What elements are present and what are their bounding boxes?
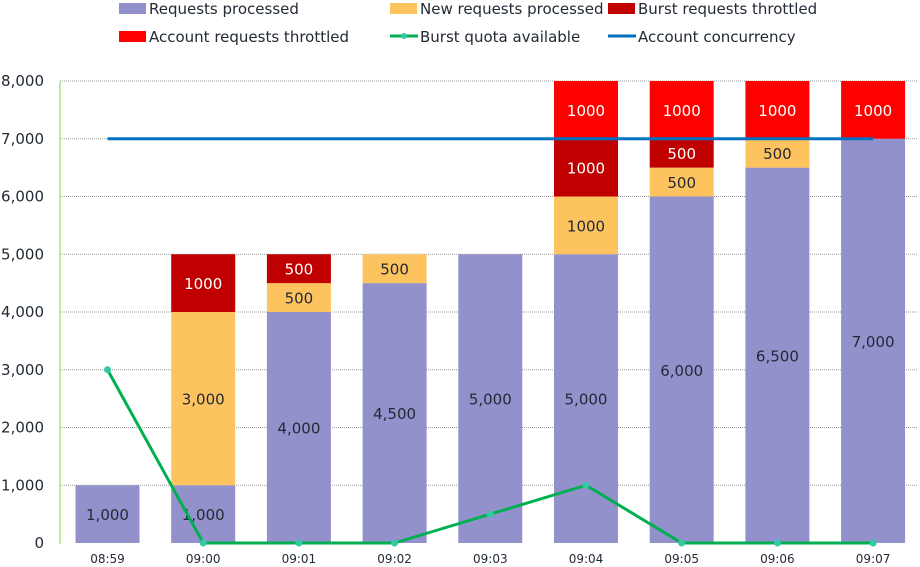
legend-label: Burst requests throttled: [638, 0, 817, 18]
bar-label: 1,000: [86, 506, 129, 524]
bar-label: 1000: [663, 102, 701, 120]
burst-quota-point: [582, 481, 590, 489]
y-axis: 0 1,000 2,000 3,000 4,000 5,000 6,000 7,000 8,00…: [1, 72, 61, 552]
bar-label: 1000: [758, 102, 796, 120]
bar-label: 7,000: [852, 333, 895, 351]
bar-label: 4,000: [277, 420, 320, 438]
legend-label: Burst quota available: [420, 28, 580, 46]
bar-label: 500: [380, 261, 409, 279]
bar-label: 4,500: [373, 405, 416, 423]
bar-label: 5,000: [469, 391, 512, 409]
bar-label: 1000: [184, 275, 222, 293]
bar-segment: [745, 138, 810, 168]
bar-label: 5,000: [565, 391, 608, 409]
legend-swatch: [119, 31, 146, 42]
lines: [104, 137, 877, 547]
bar-label: 1000: [567, 102, 605, 120]
y-tick-label: 4,000: [1, 303, 44, 321]
bar-label: 3,000: [182, 391, 225, 409]
legend-label: New requests processed: [420, 0, 603, 18]
x-tick-label: 09:02: [377, 552, 412, 566]
bar-label: 6,500: [756, 347, 799, 365]
x-tick-label: 09:03: [473, 552, 508, 566]
burst-quota-point: [486, 510, 494, 518]
burst-quota-point: [869, 539, 877, 547]
burst-quota-point: [295, 539, 303, 547]
y-tick-label: 7,000: [1, 130, 44, 148]
burst-quota-point: [391, 539, 399, 547]
x-tick-label: 09:04: [569, 552, 604, 566]
bar-segment: [554, 81, 618, 139]
legend-label: Requests processed: [149, 0, 299, 18]
y-tick-label: 3,000: [1, 361, 44, 379]
legend-swatch: [608, 3, 635, 14]
bar-label: 1000: [567, 217, 605, 235]
burst-quota-point: [199, 539, 207, 547]
x-tick-label: 09:05: [664, 552, 699, 566]
bar-segment: [362, 283, 427, 543]
bar-label: 500: [667, 174, 696, 192]
y-tick-label: 1,000: [1, 476, 44, 494]
bar-segment: [745, 81, 810, 139]
x-tick-label: 09:01: [282, 552, 317, 566]
y-tick-label: 2,000: [1, 419, 44, 437]
legend-label: Account concurrency: [638, 28, 796, 46]
legend-marker: [401, 33, 407, 39]
x-tick-label: 08:59: [90, 552, 125, 566]
bar-segment: [266, 254, 331, 284]
bar-segment: [649, 196, 714, 543]
bars: 1,000 1,000 3,000 1000 4,000 500 500 4,500 500 5,…: [75, 81, 906, 543]
bar-segment: [745, 167, 810, 543]
bar-segment: [649, 81, 714, 139]
y-tick-label: 8,000: [1, 72, 44, 90]
bar-label: 500: [285, 261, 314, 279]
bar-segment: [554, 254, 618, 543]
bar-segment: [75, 485, 140, 543]
bar-label: 500: [285, 290, 314, 308]
bar-segment: [266, 312, 331, 543]
bar-segment: [841, 138, 906, 543]
legend-swatch: [390, 3, 417, 14]
burst-quota-point: [678, 539, 686, 547]
bar-segment: [649, 138, 714, 168]
bar-segment: [171, 254, 236, 312]
x-axis: 08:59 09:00 09:01 09:02 09:03 09:04 09:05 09:06…: [90, 552, 890, 566]
legend-label: Account requests throttled: [149, 28, 349, 46]
x-tick-label: 09:06: [760, 552, 795, 566]
bar-label: 1000: [854, 102, 892, 120]
bar-label: 1000: [567, 160, 605, 178]
burst-quota-point: [104, 366, 111, 374]
bar-segment: [362, 254, 427, 284]
legend: Requests processed New requests processed…: [119, 0, 817, 46]
y-tick-label: 6,000: [1, 188, 44, 206]
bar-label: 6,000: [660, 362, 703, 380]
x-tick-label: 09:07: [856, 552, 891, 566]
burst-quota-point: [773, 539, 781, 547]
bar-segment: [458, 254, 523, 543]
bar-segment: [554, 138, 618, 197]
bar-segment: [266, 283, 331, 312]
bar-label: 1,000: [182, 506, 225, 524]
bar-segment: [554, 196, 618, 255]
bar-segment: [171, 485, 236, 543]
y-tick-label: 5,000: [1, 245, 44, 263]
bar-label: 500: [667, 145, 696, 163]
x-tick-label: 09:00: [186, 552, 221, 566]
y-tick-label: 0: [34, 534, 44, 552]
legend-swatch: [119, 3, 146, 14]
bar-segment: [649, 167, 714, 197]
bar-segment: [171, 312, 236, 486]
bar-segment: [841, 81, 906, 139]
bar-label: 500: [763, 145, 792, 163]
